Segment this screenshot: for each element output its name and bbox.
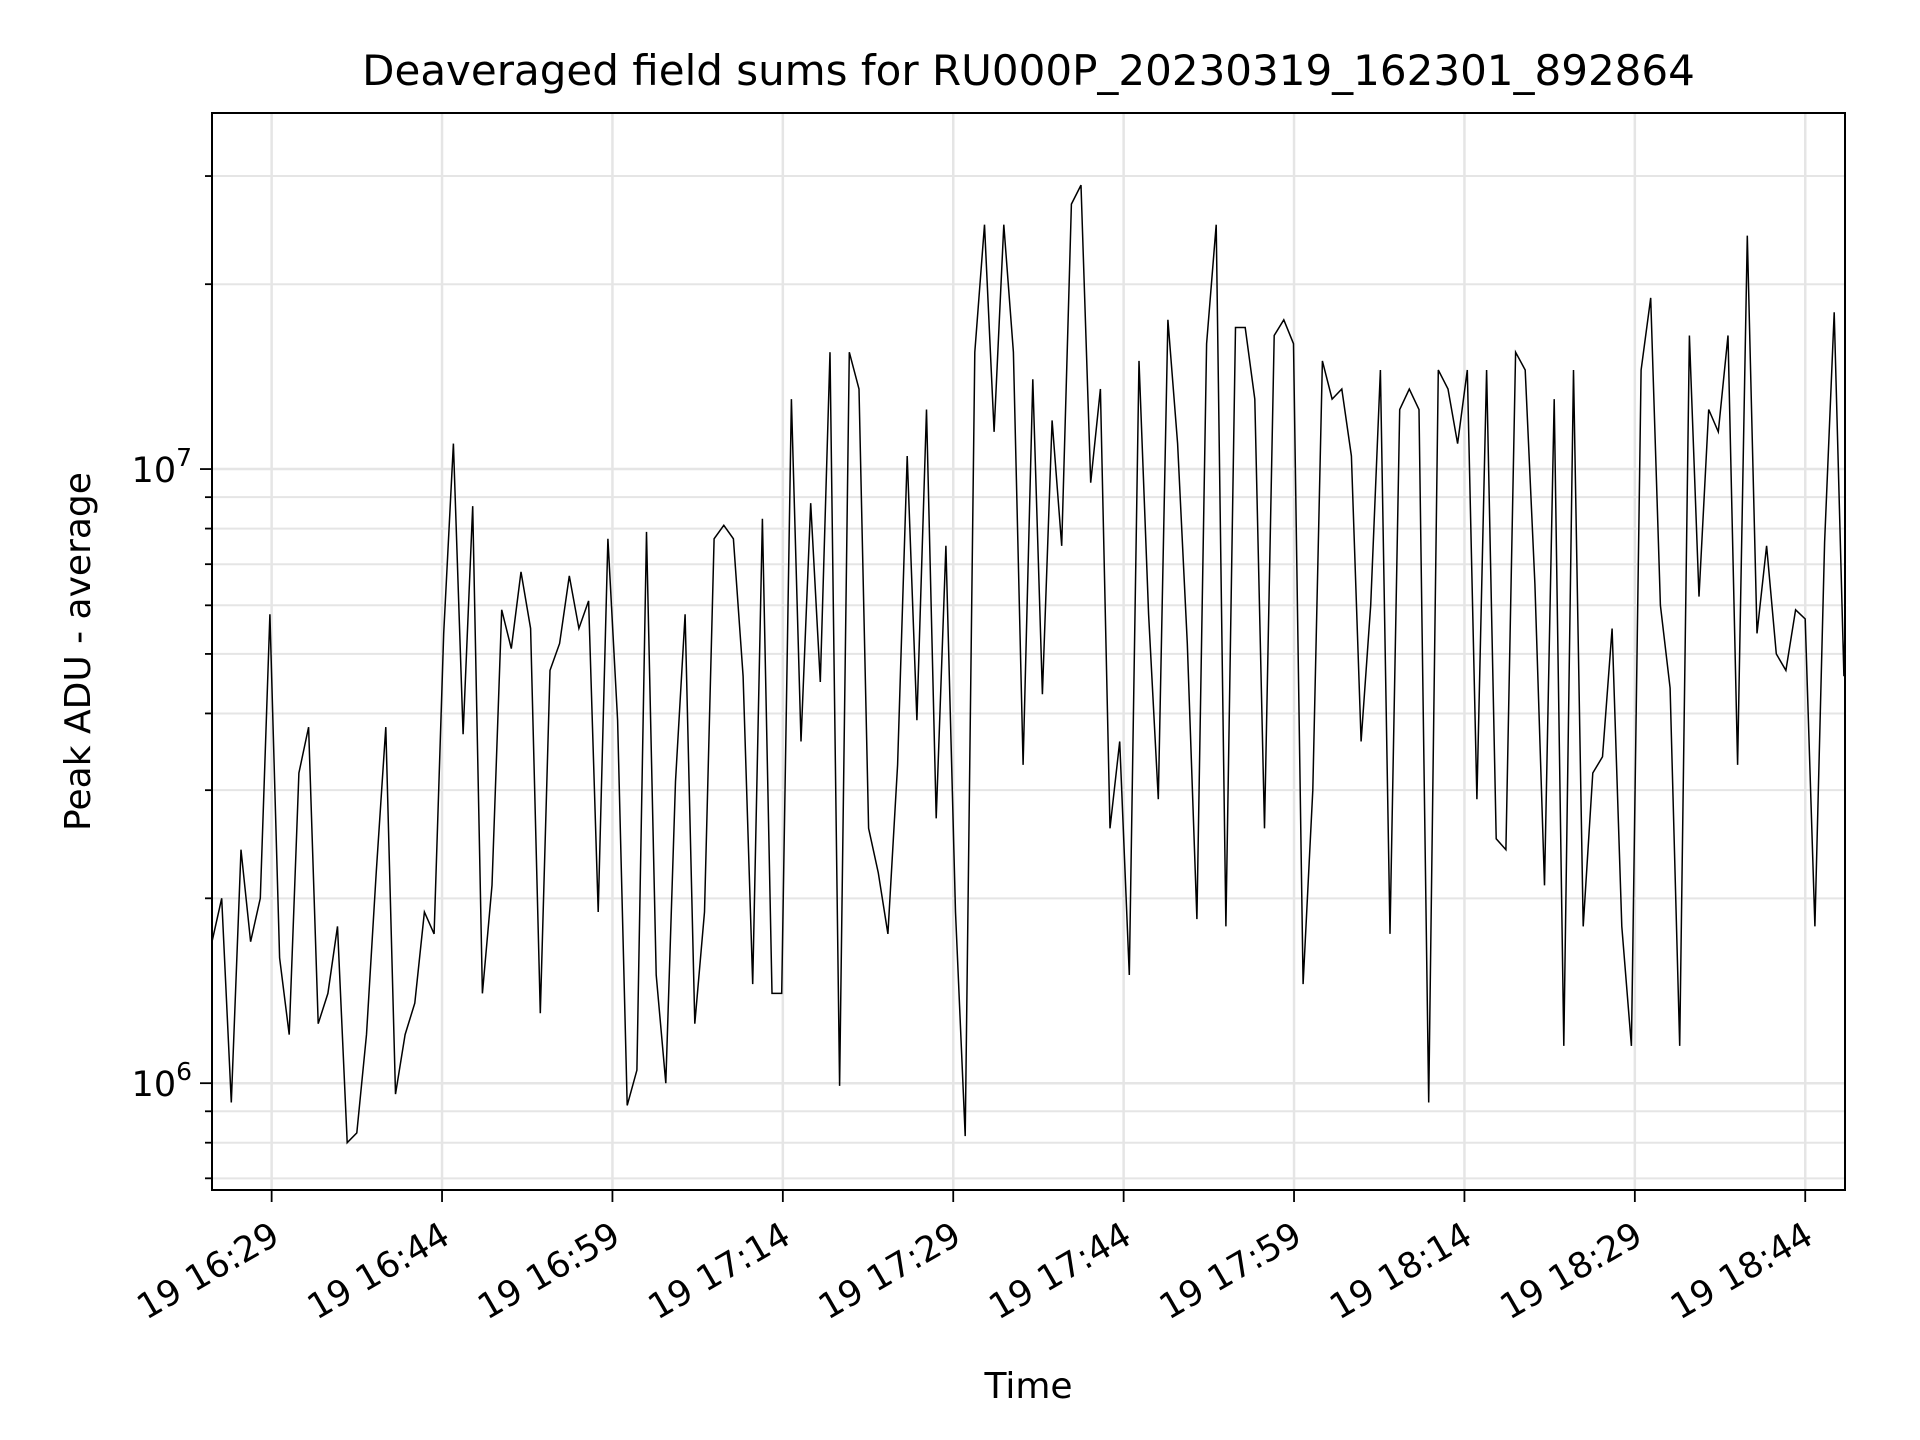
y-tick-label: 107: [132, 443, 192, 491]
y-axis: 106 107: [132, 175, 212, 1180]
y-tick-label: 106: [132, 1057, 192, 1105]
x-axis-title: Time: [983, 1366, 1072, 1407]
y-axis-title: Peak ADU - average: [58, 472, 99, 831]
plot-frame: [211, 112, 1846, 1191]
data-series: [211, 184, 1846, 1145]
chart-title: Deaveraged field sums for RU000P_2023031…: [362, 46, 1695, 95]
series-line: [211, 184, 1846, 1145]
